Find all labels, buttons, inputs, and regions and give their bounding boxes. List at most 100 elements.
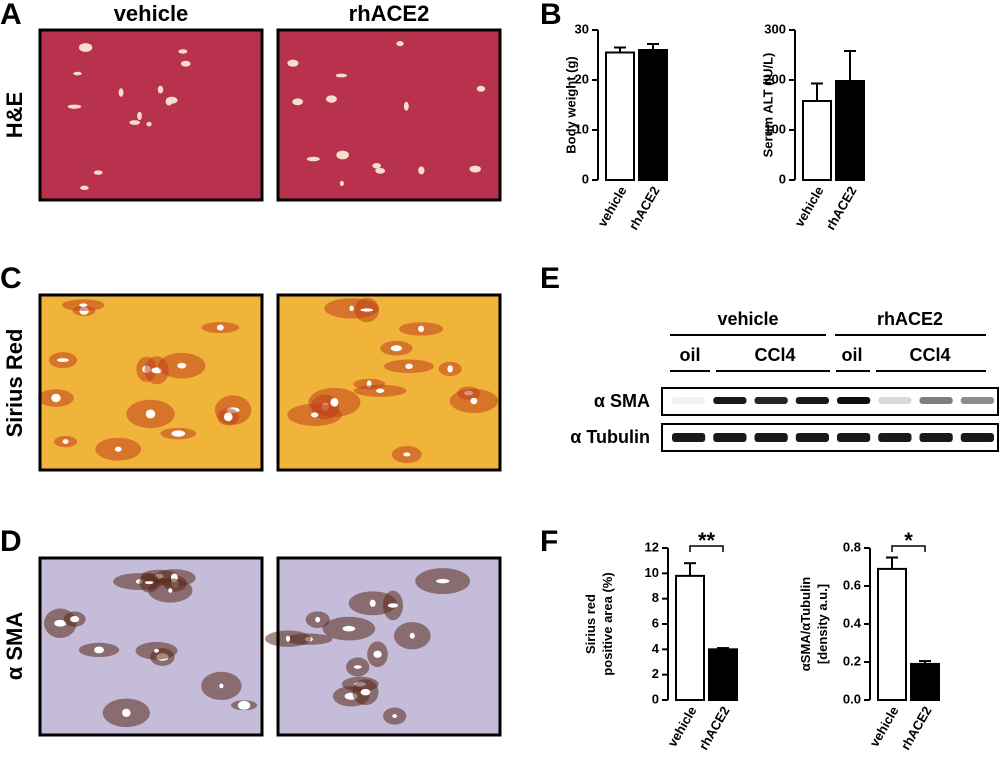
y-tick-label: 12 xyxy=(645,539,659,554)
vessel xyxy=(216,324,224,331)
x-tick-label: rhACE2 xyxy=(898,704,935,753)
vessel xyxy=(94,646,104,654)
y-tick-label: 30 xyxy=(575,21,589,36)
y-axis-label: Sirius red xyxy=(583,594,598,654)
vessel xyxy=(285,635,291,642)
blot-band xyxy=(837,397,871,404)
blot-treatment: oil xyxy=(680,345,701,365)
blot-band xyxy=(672,397,706,404)
y-tick-label: 0.6 xyxy=(843,577,861,592)
micrograph xyxy=(276,28,502,202)
y-tick-label: 0 xyxy=(582,171,589,186)
significance-label: * xyxy=(904,528,913,553)
vessel xyxy=(287,59,299,67)
blot-band xyxy=(960,397,994,404)
vessel xyxy=(392,714,398,719)
bar xyxy=(638,49,668,181)
micrograph-image xyxy=(278,30,500,200)
y-tick-label: 0.8 xyxy=(843,539,861,554)
x-tick-label: rhACE2 xyxy=(696,704,733,753)
vessel xyxy=(54,619,67,627)
vessel xyxy=(405,363,413,370)
vessel xyxy=(353,665,362,669)
blot-band xyxy=(878,397,912,404)
panel-letter: A xyxy=(0,0,22,31)
vessel xyxy=(376,388,385,393)
blot-band xyxy=(837,433,871,442)
panel-letter: F xyxy=(540,525,558,558)
micrograph-frame xyxy=(276,556,502,737)
vessel xyxy=(336,150,349,160)
y-axis-label: [density a.u.] xyxy=(815,584,830,664)
panel-letter: C xyxy=(0,262,22,295)
y-axis-label: positive area (%) xyxy=(600,572,615,675)
blot-treatment: oil xyxy=(842,345,863,365)
vessel xyxy=(171,430,186,437)
micrograph-frame xyxy=(38,556,264,737)
vessel xyxy=(114,446,122,452)
y-tick-label: 20 xyxy=(575,71,589,86)
row-label: α SMA xyxy=(2,612,27,681)
y-tick-label: 2 xyxy=(652,666,659,681)
blot-band xyxy=(878,433,912,442)
micrograph-frame xyxy=(38,293,264,472)
vessel xyxy=(373,650,382,658)
blot-band xyxy=(960,433,994,442)
x-tick-label: vehicle xyxy=(867,704,902,750)
y-tick-label: 10 xyxy=(645,565,659,580)
vessel xyxy=(137,111,142,121)
blot-treatment: CCl4 xyxy=(909,345,950,365)
vessel xyxy=(219,683,224,689)
vessel xyxy=(372,162,381,169)
micrograph xyxy=(38,28,264,202)
micrograph xyxy=(38,293,264,472)
blot-treatment: CCl4 xyxy=(754,345,795,365)
vessel xyxy=(118,88,124,97)
x-tick-label: vehicle xyxy=(792,184,827,230)
blot-group: vehicle xyxy=(717,309,778,329)
vessel xyxy=(144,581,154,585)
vessel xyxy=(310,412,319,418)
vessel xyxy=(292,98,304,106)
y-tick-label: 300 xyxy=(764,21,786,36)
vessel xyxy=(315,616,321,623)
vessel xyxy=(360,688,371,696)
blot-band xyxy=(713,433,747,442)
row-label: H&E xyxy=(2,92,27,138)
y-tick-label: 200 xyxy=(764,71,786,86)
vessel xyxy=(70,616,80,623)
y-tick-label: 0.4 xyxy=(843,615,862,630)
vessel xyxy=(409,632,415,639)
vessel xyxy=(67,104,82,109)
vessel xyxy=(73,71,82,76)
column-header: vehicle xyxy=(114,1,189,26)
vessel xyxy=(418,325,425,332)
blot-row-label: α SMA xyxy=(594,391,650,411)
vessel xyxy=(447,365,453,373)
blot-band xyxy=(672,433,706,442)
y-tick-label: 0 xyxy=(652,691,659,706)
blot-band xyxy=(754,397,788,404)
y-tick-label: 0.0 xyxy=(843,691,861,706)
vessel xyxy=(78,43,93,52)
vessel xyxy=(146,121,152,127)
y-tick-label: 8 xyxy=(652,590,659,605)
vessel xyxy=(79,303,88,307)
vessel xyxy=(436,578,450,584)
micrograph-frame xyxy=(276,293,502,472)
bar xyxy=(910,662,940,702)
row-label: Sirius Red xyxy=(2,329,27,438)
vessel xyxy=(342,625,356,632)
y-tick-label: 4 xyxy=(652,641,660,656)
vessel xyxy=(157,85,164,94)
micrograph-frame xyxy=(38,28,264,202)
x-tick-label: rhACE2 xyxy=(823,184,860,233)
blot-band xyxy=(713,397,747,404)
vessel xyxy=(51,393,61,403)
vessel xyxy=(80,185,89,191)
vessel xyxy=(330,397,339,407)
micrograph xyxy=(276,293,502,472)
vessel xyxy=(339,180,344,187)
vessel xyxy=(93,170,103,175)
